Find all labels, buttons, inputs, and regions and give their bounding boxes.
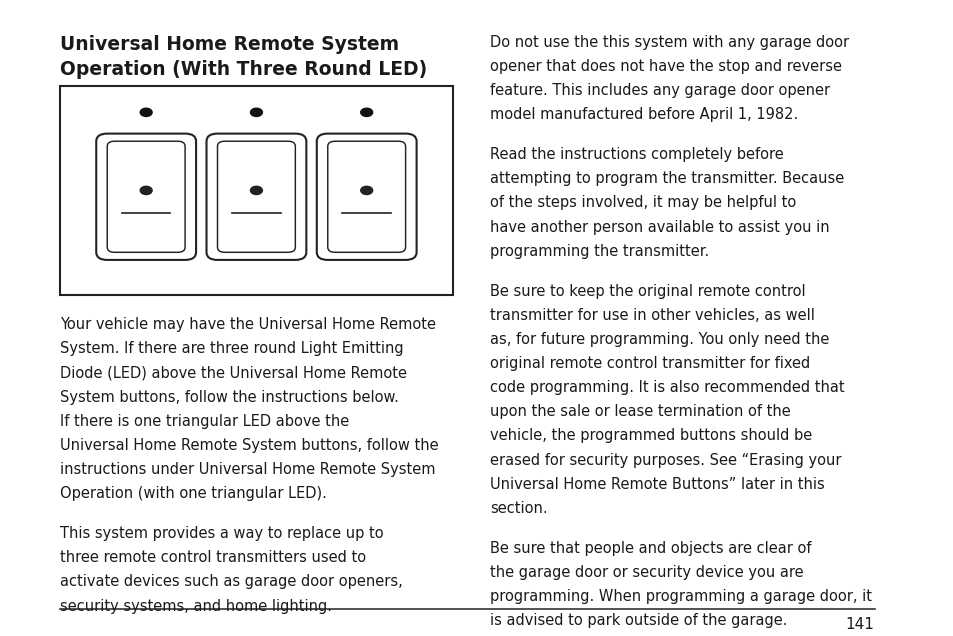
- Text: original remote control transmitter for fixed: original remote control transmitter for …: [490, 356, 809, 371]
- Text: section.: section.: [490, 501, 547, 516]
- FancyBboxPatch shape: [316, 134, 416, 260]
- Ellipse shape: [140, 108, 152, 116]
- Text: attempting to program the transmitter. Because: attempting to program the transmitter. B…: [490, 171, 843, 186]
- Text: Operation (With Three Round LED): Operation (With Three Round LED): [59, 60, 426, 80]
- Text: Do not use the this system with any garage door: Do not use the this system with any gara…: [490, 35, 848, 50]
- Text: Be sure that people and objects are clear of: Be sure that people and objects are clea…: [490, 541, 811, 556]
- Ellipse shape: [140, 186, 152, 195]
- Ellipse shape: [251, 108, 262, 116]
- Text: programming the transmitter.: programming the transmitter.: [490, 244, 708, 259]
- Text: of the steps involved, it may be helpful to: of the steps involved, it may be helpful…: [490, 195, 796, 211]
- Text: programming. When programming a garage door, it: programming. When programming a garage d…: [490, 589, 871, 604]
- Text: If there is one triangular LED above the: If there is one triangular LED above the: [59, 414, 349, 429]
- Text: have another person available to assist you in: have another person available to assist …: [490, 219, 829, 235]
- Text: Your vehicle may have the Universal Home Remote: Your vehicle may have the Universal Home…: [59, 317, 436, 333]
- Text: 141: 141: [844, 617, 874, 632]
- Text: vehicle, the programmed buttons should be: vehicle, the programmed buttons should b…: [490, 429, 811, 443]
- Text: System buttons, follow the instructions below.: System buttons, follow the instructions …: [59, 390, 398, 404]
- Ellipse shape: [251, 186, 262, 195]
- Ellipse shape: [360, 186, 373, 195]
- Text: model manufactured before April 1, 1982.: model manufactured before April 1, 1982.: [490, 107, 798, 122]
- Text: activate devices such as garage door openers,: activate devices such as garage door ope…: [59, 574, 402, 590]
- Text: upon the sale or lease termination of the: upon the sale or lease termination of th…: [490, 404, 790, 419]
- Text: opener that does not have the stop and reverse: opener that does not have the stop and r…: [490, 59, 841, 74]
- Text: erased for security purposes. See “Erasing your: erased for security purposes. See “Erasi…: [490, 453, 841, 467]
- Text: transmitter for use in other vehicles, as well: transmitter for use in other vehicles, a…: [490, 308, 814, 323]
- Text: Universal Home Remote System buttons, follow the: Universal Home Remote System buttons, fo…: [59, 438, 437, 453]
- Text: code programming. It is also recommended that: code programming. It is also recommended…: [490, 380, 843, 395]
- FancyBboxPatch shape: [96, 134, 196, 260]
- FancyBboxPatch shape: [206, 134, 306, 260]
- FancyBboxPatch shape: [107, 141, 185, 252]
- Text: Universal Home Remote System: Universal Home Remote System: [59, 35, 398, 54]
- FancyBboxPatch shape: [59, 86, 453, 295]
- Text: the garage door or security device you are: the garage door or security device you a…: [490, 565, 802, 580]
- FancyBboxPatch shape: [217, 141, 295, 252]
- Text: is advised to park outside of the garage.: is advised to park outside of the garage…: [490, 613, 786, 628]
- Text: instructions under Universal Home Remote System: instructions under Universal Home Remote…: [59, 462, 435, 477]
- Text: security systems, and home lighting.: security systems, and home lighting.: [59, 598, 332, 614]
- Text: feature. This includes any garage door opener: feature. This includes any garage door o…: [490, 83, 829, 98]
- Text: Read the instructions completely before: Read the instructions completely before: [490, 148, 782, 162]
- Text: Universal Home Remote Buttons” later in this: Universal Home Remote Buttons” later in …: [490, 476, 823, 492]
- Text: three remote control transmitters used to: three remote control transmitters used t…: [59, 550, 365, 565]
- Text: as, for future programming. You only need the: as, for future programming. You only nee…: [490, 332, 828, 347]
- Text: This system provides a way to replace up to: This system provides a way to replace up…: [59, 526, 383, 541]
- Text: System. If there are three round Light Emitting: System. If there are three round Light E…: [59, 342, 403, 356]
- Ellipse shape: [360, 108, 373, 116]
- Text: Be sure to keep the original remote control: Be sure to keep the original remote cont…: [490, 284, 804, 299]
- Text: Operation (with one triangular LED).: Operation (with one triangular LED).: [59, 486, 326, 501]
- FancyBboxPatch shape: [328, 141, 405, 252]
- Text: Diode (LED) above the Universal Home Remote: Diode (LED) above the Universal Home Rem…: [59, 366, 406, 380]
